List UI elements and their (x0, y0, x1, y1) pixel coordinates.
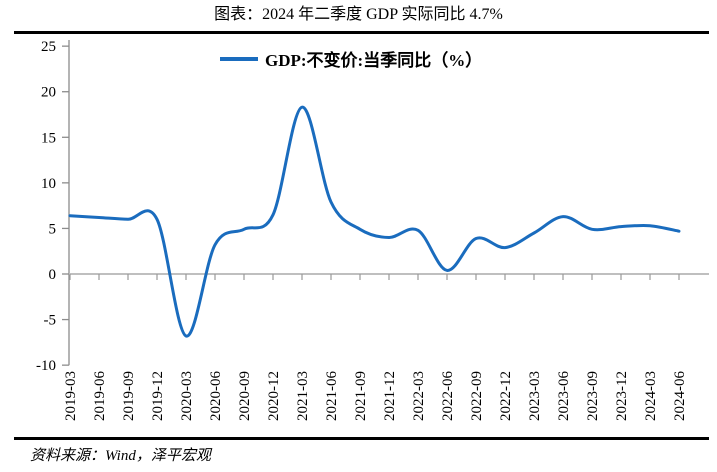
y-tick-label: -10 (36, 358, 56, 374)
gdp-series-line (68, 105, 681, 338)
y-tick-label: 15 (41, 130, 56, 146)
x-tick-label: 2021-03 (295, 371, 311, 421)
x-tick-label: 2020-09 (237, 371, 253, 421)
x-tick-label: 2022-03 (411, 371, 427, 421)
y-tick-label: 20 (41, 85, 56, 101)
x-tick-label: 2020-06 (208, 371, 224, 421)
y-tick-label: 5 (49, 221, 57, 237)
x-tick-label: 2023-12 (614, 371, 630, 421)
x-tick-label: 2019-12 (150, 371, 166, 421)
y-tick-label: -5 (44, 313, 57, 329)
x-tick-label: 2023-03 (527, 371, 543, 421)
x-tick-label: 2024-06 (672, 371, 688, 421)
chart-title: 图表：2024 年二季度 GDP 实际同比 4.7% (214, 6, 503, 23)
x-tick-label: 2019-09 (121, 371, 137, 421)
x-tick-label: 2019-06 (92, 371, 108, 421)
y-tick-label: 10 (41, 176, 56, 192)
x-tick-label: 2021-09 (353, 371, 369, 421)
x-tick-label: 2023-06 (556, 371, 572, 421)
chart-legend: GDP:不变价:当季同比（%） (220, 46, 482, 71)
x-tick-label: 2023-09 (585, 371, 601, 421)
x-tick-label: 2022-06 (440, 371, 456, 421)
x-tick-label: 2019-03 (63, 371, 79, 421)
y-tick-label: 25 (41, 39, 56, 55)
source-note: 资料来源：Wind，泽平宏观 (30, 448, 211, 464)
x-tick-label: 2021-06 (324, 371, 340, 421)
bottom-divider (14, 437, 709, 440)
x-tick-label: 2020-03 (179, 371, 195, 421)
y-tick-label: 0 (49, 267, 57, 283)
x-axis: 2019-03 2019-06 2019-09 2019-12 2020-03 2020-… (63, 274, 688, 421)
x-tick-label: 2024-03 (643, 371, 659, 421)
x-tick-label: 2021-12 (382, 371, 398, 421)
x-tick-label: 2022-09 (469, 371, 485, 421)
top-divider (14, 31, 709, 34)
x-tick-label: 2020-12 (266, 371, 282, 421)
legend-line-swatch (220, 56, 258, 61)
y-axis-ticks: 25 20 15 10 5 0 -5 -10 (36, 39, 69, 374)
legend-label: GDP:不变价:当季同比（%） (265, 51, 483, 70)
x-tick-label: 2022-12 (498, 371, 514, 421)
